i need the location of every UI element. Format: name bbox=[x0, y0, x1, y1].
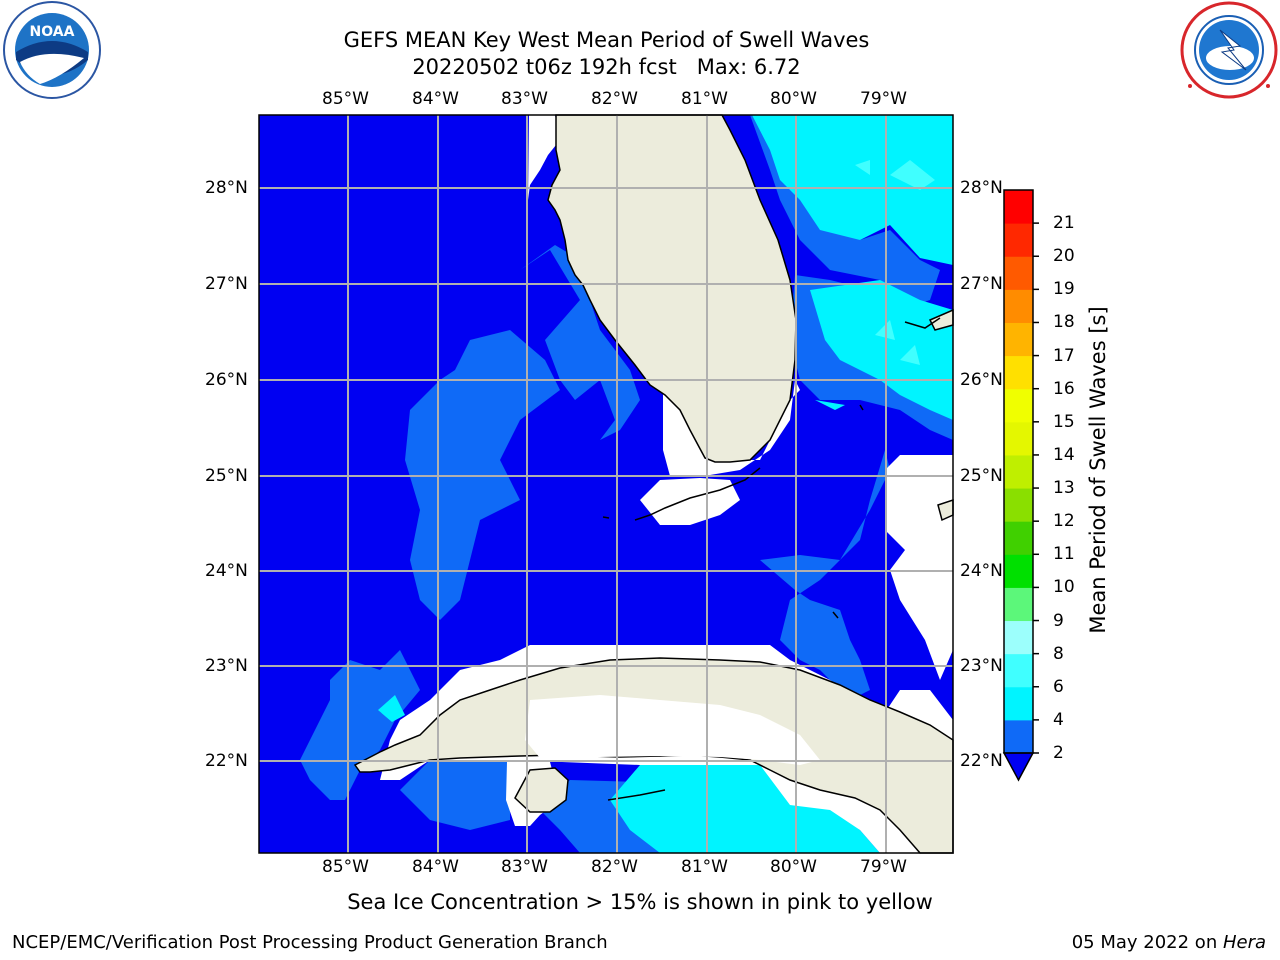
colorbar-tick-label: 8 bbox=[1053, 643, 1064, 664]
lon-label-top: 81°W bbox=[681, 89, 728, 109]
colorbar-bin bbox=[1004, 421, 1033, 456]
colorbar-bin bbox=[1004, 355, 1033, 390]
contour-4-6s bbox=[378, 115, 953, 853]
colorbar-tick-label: 11 bbox=[1053, 544, 1075, 565]
map-frame bbox=[258, 114, 954, 854]
chart-title: GEFS MEAN Key West Mean Period of Swell … bbox=[343, 28, 870, 52]
lon-label-bottom: 81°W bbox=[681, 857, 728, 877]
colorbar-tick-label: 2 bbox=[1053, 743, 1064, 763]
colorbar-tick-label: 13 bbox=[1053, 478, 1075, 499]
lon-label-top: 83°W bbox=[501, 89, 548, 109]
colorbar-tick-label: 15 bbox=[1053, 411, 1075, 432]
colorbar-bin bbox=[1004, 454, 1033, 489]
lat-label-left: 25°N bbox=[205, 466, 248, 486]
lon-label-bottom: 85°W bbox=[322, 857, 369, 877]
lon-label-top: 80°W bbox=[770, 89, 817, 109]
colorbar-tick-label: 14 bbox=[1053, 444, 1075, 465]
lat-label-left: 26°N bbox=[205, 370, 248, 390]
colorbar-label: Mean Period of Swell Waves [s] bbox=[1086, 306, 1110, 634]
colorbar-bin bbox=[1004, 289, 1033, 323]
lon-label-bottom: 80°W bbox=[770, 857, 817, 877]
colorbar-bin bbox=[1004, 190, 1033, 224]
lon-label-bottom: 84°W bbox=[412, 857, 459, 877]
graticule bbox=[259, 115, 953, 853]
lon-label-top: 85°W bbox=[322, 89, 369, 109]
colorbar-bin bbox=[1004, 488, 1033, 522]
lat-label-left: 24°N bbox=[205, 561, 248, 581]
colorbar-tick-label: 16 bbox=[1053, 378, 1075, 399]
colorbar-outline bbox=[1003, 189, 1034, 754]
colorbar-bin bbox=[1004, 223, 1033, 257]
noaa-logo-text: NOAA bbox=[30, 24, 75, 40]
colorbar-under-triangle bbox=[1002, 752, 1035, 782]
colorbar-bin bbox=[1004, 388, 1033, 423]
footer-date: 05 May 2022 on Hera bbox=[1072, 932, 1266, 953]
noaa-logo: NOAA bbox=[3, 1, 101, 99]
colorbar-bin bbox=[1004, 686, 1033, 721]
footer-host: Hera bbox=[1222, 932, 1266, 953]
colorbar-tick-label: 12 bbox=[1053, 511, 1075, 532]
colorbar bbox=[1002, 189, 1039, 782]
colorbar-tick-label: 9 bbox=[1053, 610, 1064, 631]
colorbar-bin bbox=[1004, 620, 1033, 655]
colorbar-tick-label: 17 bbox=[1053, 345, 1075, 366]
cuba-inner-mask bbox=[525, 695, 820, 765]
lat-label-left: 28°N bbox=[205, 178, 248, 198]
footer-date-text: 05 May 2022 on bbox=[1071, 932, 1223, 953]
colorbar-bin bbox=[1004, 521, 1033, 555]
lat-label-left: 27°N bbox=[205, 274, 248, 294]
lat-label-right: 27°N bbox=[960, 274, 1003, 294]
lat-label-right: 22°N bbox=[960, 751, 1003, 771]
lon-label-bottom: 79°W bbox=[860, 857, 907, 877]
colorbar-bin bbox=[1004, 653, 1033, 688]
lon-label-bottom: 82°W bbox=[591, 857, 638, 877]
lat-label-left: 23°N bbox=[205, 656, 248, 676]
sea-ice-note: Sea Ice Concentration > 15% is shown in … bbox=[347, 890, 933, 914]
lon-label-top: 82°W bbox=[591, 89, 638, 109]
lon-label-bottom: 83°W bbox=[501, 857, 548, 877]
footer-credit: NCEP/EMC/Verification Post Processing Pr… bbox=[12, 932, 608, 953]
lat-label-right: 26°N bbox=[960, 370, 1003, 390]
chart-subtitle: 20220502 t06z 192h fcst Max: 6.72 bbox=[412, 55, 801, 79]
colorbar-tick-label: 4 bbox=[1053, 709, 1064, 730]
colorbar-tick-label: 20 bbox=[1053, 246, 1075, 267]
isla-de-la-juventud bbox=[514, 767, 569, 813]
colorbar-bin bbox=[1004, 256, 1033, 290]
colorbar-tick-label: 18 bbox=[1053, 312, 1075, 333]
florida-peninsula bbox=[547, 114, 797, 463]
lat-label-right: 24°N bbox=[960, 561, 1003, 581]
lat-label-right: 25°N bbox=[960, 466, 1003, 486]
colorbar-bin bbox=[1004, 587, 1033, 622]
colorbar-bin bbox=[1004, 554, 1033, 588]
colorbar-tick-label: 21 bbox=[1053, 213, 1075, 234]
colorbar-bin bbox=[1004, 719, 1033, 754]
lon-label-top: 79°W bbox=[860, 89, 907, 109]
lat-label-right: 23°N bbox=[960, 656, 1003, 676]
nws-logo bbox=[1180, 1, 1278, 99]
florida-keys bbox=[602, 317, 941, 801]
lat-label-left: 22°N bbox=[205, 751, 248, 771]
colorbar-tick-label: 10 bbox=[1053, 577, 1075, 598]
colorbar-tick-label: 19 bbox=[1053, 279, 1075, 300]
lon-label-top: 84°W bbox=[412, 89, 459, 109]
colorbar-tick-label: 6 bbox=[1053, 676, 1064, 697]
lat-label-right: 28°N bbox=[960, 178, 1003, 198]
contour-6-8s bbox=[855, 160, 935, 365]
colorbar-bin bbox=[1004, 322, 1033, 357]
